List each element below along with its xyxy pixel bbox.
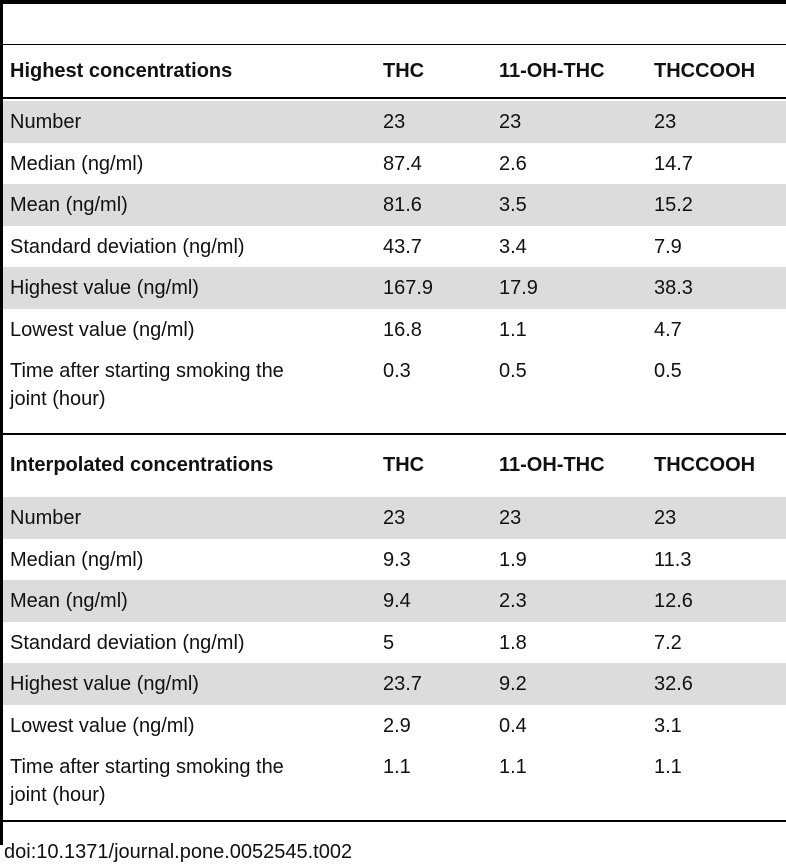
cell-value: 1.1 — [499, 318, 527, 341]
row-label: Mean (ng/ml) — [10, 590, 128, 612]
row-label: Median (ng/ml) — [10, 548, 144, 571]
rule — [3, 44, 786, 45]
column-header: Highest concentrations — [10, 60, 233, 82]
row-label: Highest value (ng/ml) — [10, 673, 199, 695]
row-label: Time after starting smoking the joint (h… — [10, 756, 284, 806]
left-border — [0, 0, 3, 845]
cell-value: 1.8 — [499, 631, 527, 654]
cell-value: 38.3 — [654, 277, 693, 299]
cell-value: 15.2 — [654, 194, 693, 216]
column-header: 11-OH-THC — [499, 454, 605, 476]
cell-value: 1.1 — [383, 756, 411, 778]
cell-value: 167.9 — [383, 277, 434, 299]
cell-value: 23 — [383, 507, 406, 529]
cell-value: 5 — [383, 631, 395, 654]
column-header: Interpolated concentrations — [10, 454, 274, 476]
cell-value: 9.4 — [383, 590, 411, 612]
cell-value: 23 — [383, 111, 406, 133]
column-header: 11-OH-THC — [499, 60, 605, 82]
rule — [3, 97, 786, 99]
row-label: Median (ng/ml) — [10, 152, 144, 175]
row-shade — [3, 497, 786, 539]
row-label: Lowest value (ng/ml) — [10, 714, 195, 737]
cell-value: 14.7 — [654, 152, 693, 175]
cell-value: 0.3 — [383, 360, 411, 382]
cell-value: 1.9 — [499, 548, 527, 571]
row-label: Number — [10, 507, 82, 529]
row-shade — [3, 663, 786, 705]
cell-value: 0.4 — [499, 714, 527, 737]
cell-value: 11.3 — [654, 548, 692, 571]
row-label: Time after starting smoking the joint (h… — [10, 360, 284, 410]
cell-value: 1.1 — [654, 756, 682, 778]
cell-value: 9.3 — [383, 548, 411, 571]
cell-value: 23.7 — [383, 673, 422, 695]
row-label: Standard deviation (ng/ml) — [10, 235, 245, 258]
cell-value: 23 — [499, 111, 522, 133]
column-header: THCCOOH — [654, 60, 756, 82]
column-header: THCCOOH — [654, 454, 756, 476]
column-header: THC — [383, 454, 425, 476]
cell-value: 81.6 — [383, 194, 422, 216]
row-label: Highest value (ng/ml) — [10, 277, 199, 299]
cell-value: 32.6 — [654, 673, 693, 695]
cell-value: 9.2 — [499, 673, 527, 695]
cell-value: 0.5 — [499, 360, 527, 382]
cell-value: 17.9 — [499, 277, 538, 299]
cell-value: 1.1 — [499, 756, 527, 778]
row-shade — [3, 267, 786, 309]
cell-value: 43.7 — [383, 235, 422, 258]
rule — [3, 820, 786, 822]
row-label: Standard deviation (ng/ml) — [10, 631, 245, 654]
row-label: Number — [10, 111, 82, 133]
cell-value: 2.3 — [499, 590, 527, 612]
cell-value: 87.4 — [383, 152, 422, 175]
cell-value: 4.7 — [654, 318, 682, 341]
cell-value: 2.9 — [383, 714, 411, 737]
row-label: Mean (ng/ml) — [10, 194, 128, 216]
cell-value: 23 — [654, 111, 677, 133]
cell-value: 3.4 — [499, 235, 527, 258]
cell-value: 3.5 — [499, 194, 527, 216]
column-header: THC — [383, 60, 425, 82]
cell-value: 3.1 — [654, 714, 682, 737]
row-shade — [3, 580, 786, 622]
footer: doi:10.1371/journal.pone.0052545.t002 — [4, 841, 353, 863]
cell-value: 12.6 — [654, 590, 693, 612]
top-rule — [3, 0, 786, 4]
row-label: Lowest value (ng/ml) — [10, 318, 195, 341]
cell-value: 7.2 — [654, 631, 682, 654]
row-shade — [3, 101, 786, 143]
cell-value: 16.8 — [383, 318, 422, 341]
cell-value: 0.5 — [654, 360, 682, 382]
rule — [3, 433, 786, 435]
cell-value: 7.9 — [654, 235, 682, 258]
cell-value: 23 — [499, 507, 522, 529]
cell-value: 23 — [654, 507, 677, 529]
row-shade — [3, 184, 786, 226]
cell-value: 2.6 — [499, 152, 527, 175]
